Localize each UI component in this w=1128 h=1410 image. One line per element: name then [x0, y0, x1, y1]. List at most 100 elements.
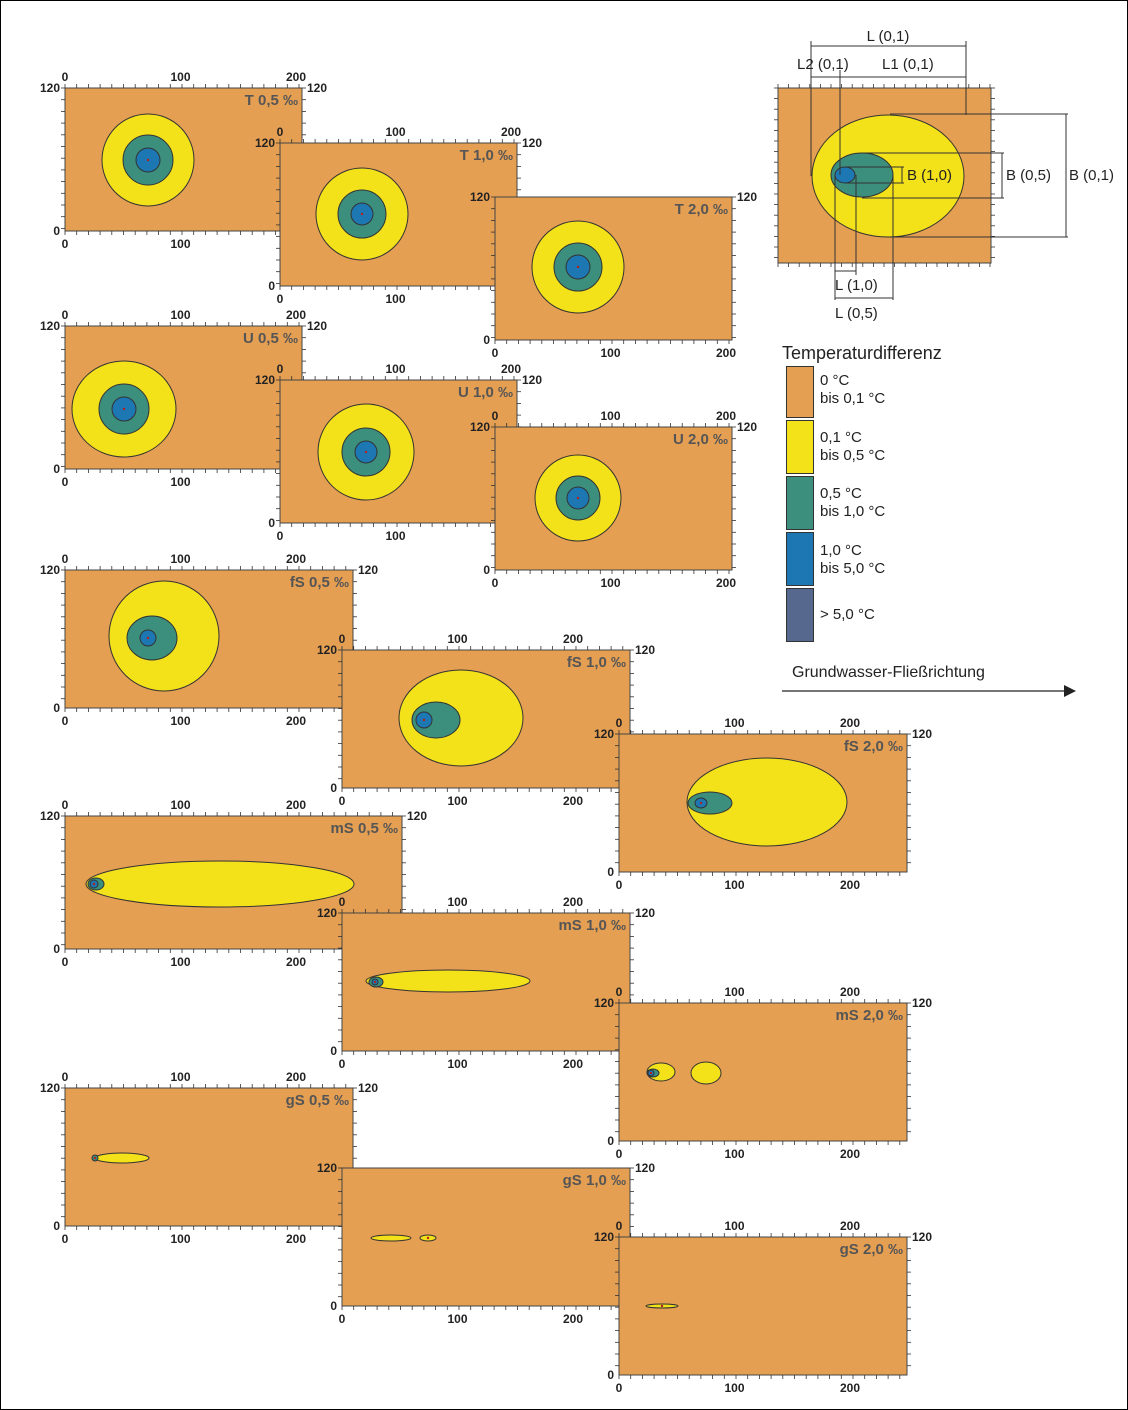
dimension-lines [810, 41, 1068, 300]
schematic-label-B01: B (0,1) [1069, 167, 1114, 184]
x-tick-label-top: 0 [339, 895, 346, 909]
panel-t10: 001001002002001200120T 1,0 ‰ [255, 125, 542, 306]
source-point [364, 450, 368, 454]
panel-title: fS 1,0 ‰ [567, 654, 626, 671]
x-tick-label-top: 200 [286, 798, 306, 812]
x-tick-label-bottom: 200 [563, 1312, 583, 1326]
y-tick-label-right: 120 [358, 563, 378, 577]
axis-ticks [61, 812, 406, 953]
x-tick-label-bottom: 0 [339, 1312, 346, 1326]
y-tick-label-bottom: 0 [53, 701, 60, 715]
flow-direction-arrow [782, 685, 1076, 697]
x-tick-label-top: 100 [385, 362, 405, 376]
x-tick-label-bottom: 100 [385, 292, 405, 306]
y-tick-label-bottom: 0 [268, 516, 275, 530]
panel-title: T 2,0 ‰ [675, 201, 728, 218]
y-tick-label-right: 120 [635, 1161, 655, 1175]
axis-ticks [491, 423, 736, 574]
schematic-label-B10: B (1,0) [907, 167, 952, 184]
x-tick-label-top: 100 [600, 409, 620, 423]
y-tick-label-right: 120 [522, 373, 542, 387]
isotherm-c1 [85, 860, 355, 908]
x-tick-label-top: 0 [62, 552, 69, 566]
isotherm-c1 [94, 1152, 150, 1164]
legend-label-0: 0 °C bis 0,1 °C [820, 372, 886, 407]
schematic-isotherm-10 [834, 166, 856, 184]
y-tick-label-top: 120 [470, 190, 490, 204]
y-tick-label-right: 120 [912, 727, 932, 741]
panel-title: U 1,0 ‰ [458, 384, 513, 401]
x-tick-label-top: 0 [62, 70, 69, 84]
x-tick-label-bottom: 0 [492, 346, 499, 360]
x-tick-label-top: 100 [447, 632, 467, 646]
axis-ticks [615, 730, 911, 876]
isotherm-c1 [370, 1234, 412, 1242]
x-tick-label-bottom: 200 [563, 1057, 583, 1071]
isotherm-c1 [690, 1061, 722, 1085]
x-tick-label-top: 0 [616, 716, 623, 730]
x-tick-label-bottom: 0 [277, 292, 284, 306]
panel-t20: 0 100 200 120 0 120 T 2,0 ‰ [470, 190, 757, 360]
source-point [360, 212, 364, 216]
x-tick-label-bottom: 100 [600, 576, 620, 590]
y-tick-label-bottom: 0 [483, 563, 490, 577]
x-tick-label-bottom: 100 [724, 1147, 744, 1161]
x-tick-label-top: 100 [385, 125, 405, 139]
schematic-label-L2: L2 (0,1) [797, 56, 849, 73]
x-tick-label-top: 200 [286, 308, 306, 322]
isotherm-c1 [686, 757, 848, 847]
panel-title: T 1,0 ‰ [460, 147, 513, 164]
y-tick-label-top: 120 [255, 373, 275, 387]
isotherm-c1 [365, 969, 531, 993]
x-tick-label-bottom: 100 [170, 475, 190, 489]
x-tick-label-bottom: 0 [616, 1147, 623, 1161]
panel-t05: 001001002002001200120T 0,5 ‰ [40, 70, 327, 251]
x-tick-label-top: 200 [840, 985, 860, 999]
x-tick-label-bottom: 100 [447, 1312, 467, 1326]
schematic-label-L01: L (0,1) [867, 28, 910, 45]
x-tick-label-bottom: 100 [170, 714, 190, 728]
panel-title: mS 2,0 ‰ [835, 1007, 903, 1024]
x-tick-label-bottom: 0 [62, 1232, 69, 1246]
x-tick-label-bottom: 200 [286, 1232, 306, 1246]
x-tick-label-bottom: 200 [286, 955, 306, 969]
y-tick-label-top: 120 [317, 643, 337, 657]
panel-title: mS 0,5 ‰ [330, 820, 398, 837]
x-tick-label-bottom: 0 [62, 714, 69, 728]
legend-label-1: 0,1 °C bis 0,5 °C [820, 429, 886, 464]
y-tick-label-top: 120 [317, 906, 337, 920]
x-tick-label-bottom: 0 [62, 237, 69, 251]
y-tick-label-right: 120 [912, 1230, 932, 1244]
x-tick-label-bottom: 100 [447, 1057, 467, 1071]
y-tick-label-bottom: 0 [53, 942, 60, 956]
x-tick-label-bottom: 100 [170, 1232, 190, 1246]
legend-swatch-4 [786, 588, 814, 642]
legend-swatch-2 [786, 476, 814, 530]
x-tick-label-top: 200 [563, 632, 583, 646]
legend-label-3: 1,0 °C bis 5,0 °C [820, 542, 886, 577]
x-tick-label-top: 100 [170, 1070, 190, 1084]
isotherm-c2 [687, 791, 733, 815]
schematic-ticks [774, 84, 995, 267]
y-tick-label-bottom: 0 [268, 279, 275, 293]
y-tick-label-right: 120 [307, 81, 327, 95]
x-tick-label-top: 0 [616, 1219, 623, 1233]
source-point [146, 158, 150, 162]
panel-title: U 0,5 ‰ [243, 330, 298, 347]
source-point [146, 636, 150, 640]
x-tick-label-bottom: 100 [170, 237, 190, 251]
panel-title: mS 1,0 ‰ [558, 917, 626, 934]
x-tick-label-top: 0 [277, 362, 284, 376]
x-tick-label-top: 0 [62, 1070, 69, 1084]
y-tick-label-bottom: 0 [607, 1134, 614, 1148]
source-point [426, 1236, 430, 1240]
y-tick-label-top: 120 [594, 996, 614, 1010]
y-tick-label-bottom: 0 [607, 1368, 614, 1382]
